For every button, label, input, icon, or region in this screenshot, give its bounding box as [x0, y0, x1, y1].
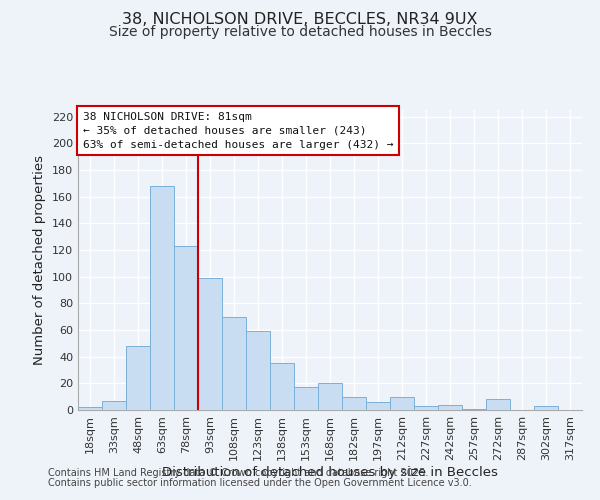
Bar	[342, 396, 366, 410]
Text: Contains HM Land Registry data © Crown copyright and database right 2025.: Contains HM Land Registry data © Crown c…	[48, 468, 428, 477]
Text: Size of property relative to detached houses in Beccles: Size of property relative to detached ho…	[109, 25, 491, 39]
Bar	[438, 404, 462, 410]
Bar	[414, 406, 438, 410]
Text: 38, NICHOLSON DRIVE, BECCLES, NR34 9UX: 38, NICHOLSON DRIVE, BECCLES, NR34 9UX	[122, 12, 478, 28]
Bar	[462, 408, 486, 410]
Bar	[294, 388, 318, 410]
Bar	[78, 408, 102, 410]
Bar	[270, 364, 294, 410]
Bar	[486, 400, 510, 410]
Bar	[390, 396, 414, 410]
Bar	[222, 316, 246, 410]
Bar	[102, 400, 126, 410]
Bar	[246, 332, 270, 410]
Y-axis label: Number of detached properties: Number of detached properties	[34, 155, 46, 365]
Bar	[174, 246, 198, 410]
Bar	[198, 278, 222, 410]
Bar	[150, 186, 174, 410]
Text: Contains public sector information licensed under the Open Government Licence v3: Contains public sector information licen…	[48, 478, 472, 488]
Bar	[126, 346, 150, 410]
Bar	[318, 384, 342, 410]
X-axis label: Distribution of detached houses by size in Beccles: Distribution of detached houses by size …	[162, 466, 498, 478]
Text: 38 NICHOLSON DRIVE: 81sqm
← 35% of detached houses are smaller (243)
63% of semi: 38 NICHOLSON DRIVE: 81sqm ← 35% of detac…	[83, 112, 394, 150]
Bar	[534, 406, 558, 410]
Bar	[366, 402, 390, 410]
